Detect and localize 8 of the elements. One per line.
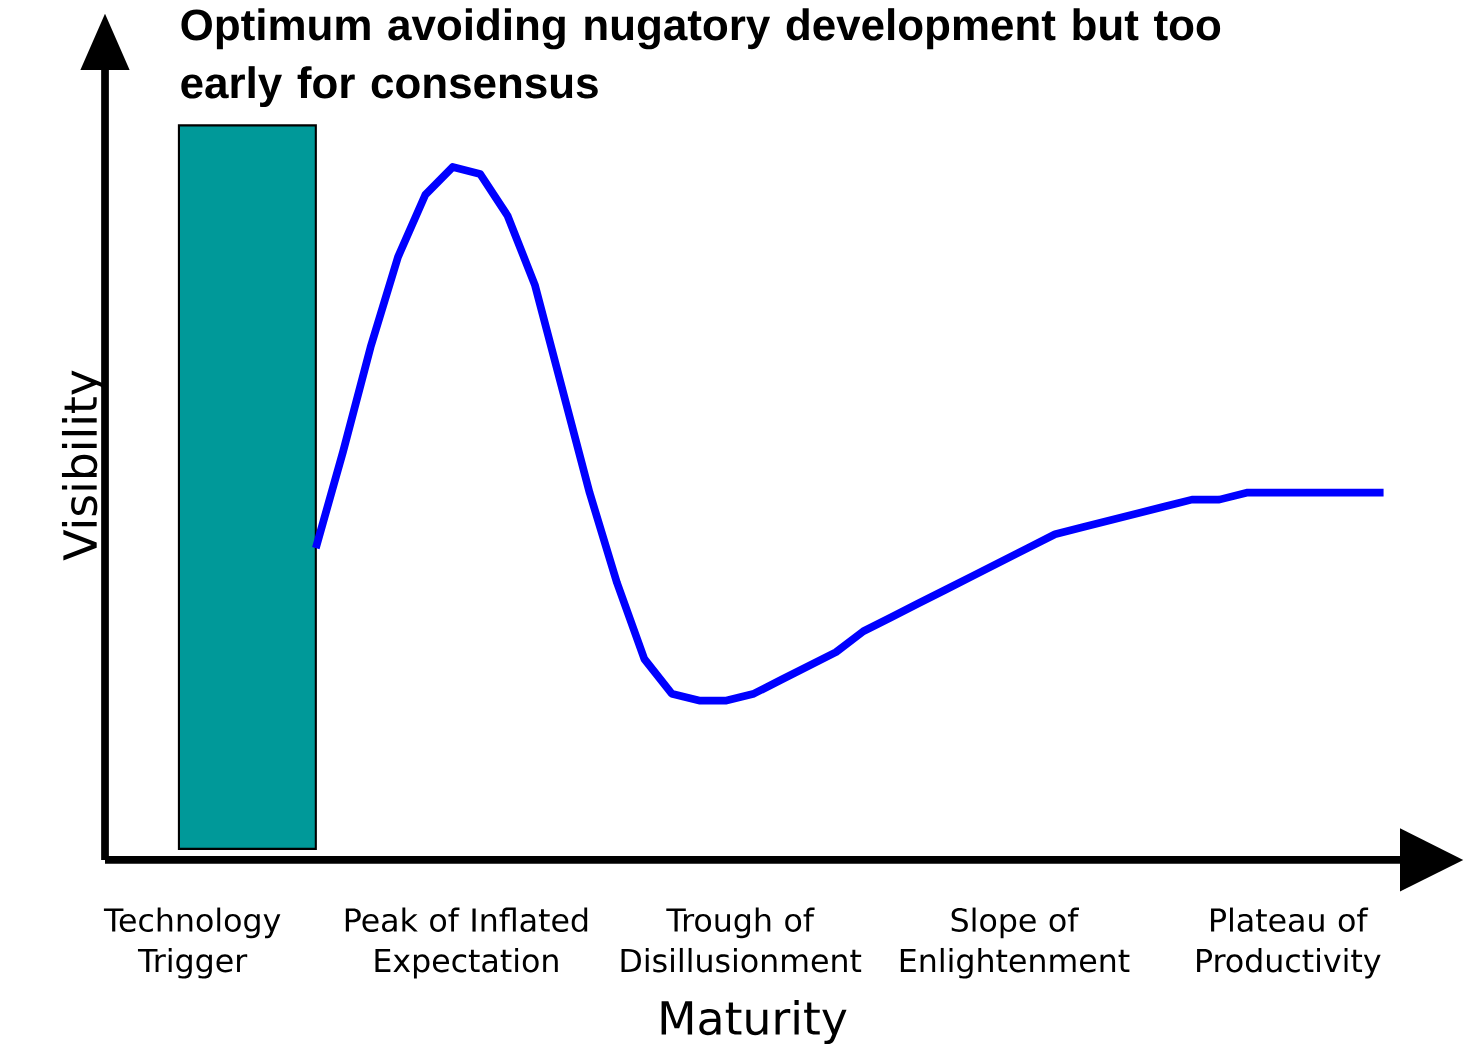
text: Technology Trigger [103, 907, 281, 979]
x-axis-title: Maturity [661, 999, 847, 1045]
y-axis-title: Visibility [61, 370, 107, 561]
text: Plateau of Productivity [1197, 907, 1381, 979]
text: Slope of Enlightenment [900, 907, 1130, 979]
chart-title: Optimum avoiding nugatory development but too early for consensus [181, 8, 1221, 108]
text: Peak of Inflated Expectation [345, 907, 588, 979]
text: Trough of Disillusionment [621, 907, 862, 973]
